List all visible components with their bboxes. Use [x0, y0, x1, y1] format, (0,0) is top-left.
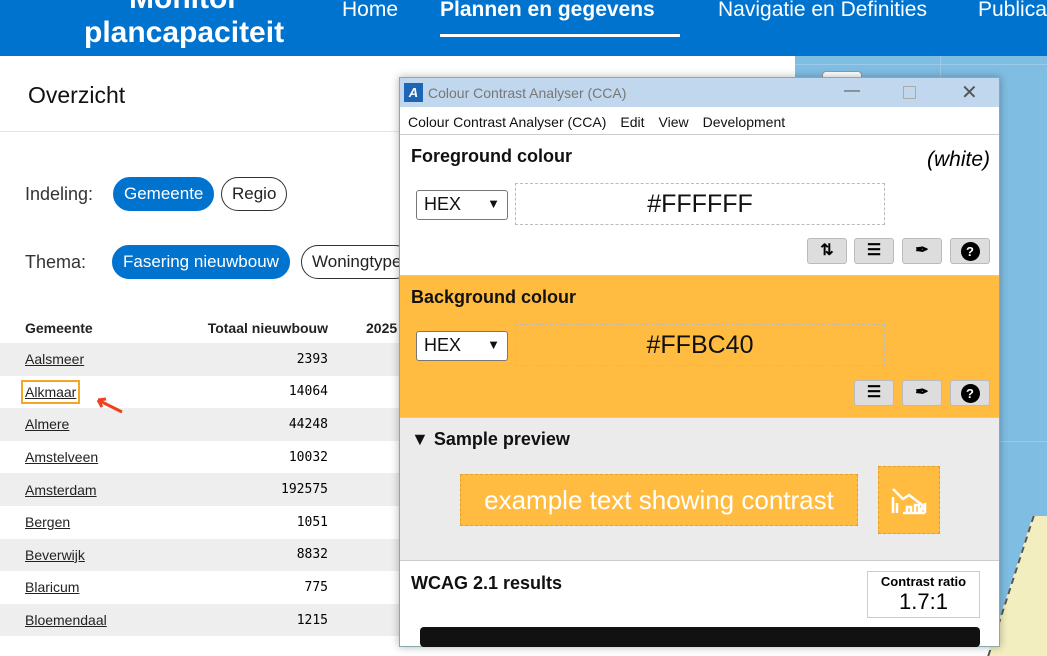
col-2025[interactable]: 2025 [366, 319, 398, 336]
gemeente-cell: Amstelveen [0, 441, 160, 474]
gemeente-cell: Alkmaar [0, 376, 160, 409]
menu-edit[interactable]: Edit [620, 114, 645, 130]
totaal-cell: 2393 [160, 343, 328, 376]
title-bar[interactable]: A Colour Contrast Analyser (CCA) — ✕ [400, 78, 999, 107]
totaal-cell: 10032 [288, 449, 328, 465]
totaal-cell: 44248 [160, 408, 328, 441]
pointer-arrow-icon [96, 397, 123, 414]
menu-bar: Colour Contrast Analyser (CCA) Edit View De… [400, 107, 999, 135]
site-header: Monitorplancapaciteit Home Plannen en ge… [0, 0, 1047, 56]
col-totaal[interactable]: Totaal nieuwbouw [207, 319, 328, 336]
foreground-label: Foreground colour [411, 146, 572, 166]
totaal-cell: 14064 [288, 384, 328, 400]
close-button[interactable]: ✕ [961, 82, 978, 104]
thema-fasering[interactable]: Fasering nieuwbouw [112, 245, 290, 279]
page-title: Overzicht [28, 82, 126, 108]
contrast-ratio-label: Contrast ratio [880, 574, 967, 589]
nav-plannen[interactable]: Plannen en gegevens [440, 0, 655, 21]
indeling-regio[interactable]: Regio [221, 177, 288, 211]
sliders-icon[interactable]: ☰ [854, 238, 894, 264]
gemeente-cell: Amsterdam [0, 473, 160, 506]
nav-navigatie[interactable]: Navigatie en Definities [718, 0, 927, 21]
gemeente-link[interactable]: Bergen [25, 514, 71, 531]
indeling-label: Indeling: [25, 184, 94, 204]
table-row: Blaricum 775 [0, 571, 420, 604]
eyedropper-icon[interactable]: ✒ [902, 380, 942, 406]
gemeente-link[interactable]: Amstelveen [25, 449, 99, 466]
gemeente-table: Gemeente Totaal nieuwbouw 2025 Aalsmeer 2… [0, 312, 420, 637]
wcag-section: WCAG 2.1 results Contrast ratio 1.7:1 [400, 561, 999, 651]
fg-format-select[interactable]: HEX ▼ [416, 190, 508, 220]
results-bar [420, 627, 980, 647]
help-icon[interactable]: ? [950, 238, 990, 264]
minimize-button[interactable]: — [844, 82, 860, 99]
logo-line1: Monitor [84, 0, 284, 16]
thema-label: Thema: [25, 252, 87, 272]
site-logo[interactable]: Monitorplancapaciteit [84, 0, 284, 50]
fg-hex-input[interactable]: #FFFFFF [515, 183, 885, 225]
help-icon[interactable]: ? [950, 380, 990, 406]
cca-app-icon: A [404, 83, 423, 102]
table-row: Bergen 1051 [0, 506, 420, 539]
gemeente-link[interactable]: Bloemendaal [25, 612, 107, 629]
gemeente-link[interactable]: Blaricum [25, 579, 80, 596]
maximize-button[interactable] [903, 86, 916, 99]
divider [0, 131, 795, 132]
gemeente-cell: Bloemendaal [0, 603, 160, 637]
table-row: Amstelveen 10032 [0, 441, 420, 474]
col-gemeente[interactable]: Gemeente [25, 319, 93, 336]
background-section: Background colour HEX ▼ #FFBC40 ☰ ✒ ? [400, 276, 999, 418]
foreground-section: Foreground colour (white) HEX ▼ #FFFFFF ⇅… [400, 135, 999, 276]
totaal-cell: 8832 [160, 538, 328, 572]
gemeente-cell: Bergen [0, 506, 160, 539]
table-row: Bloemendaal 1215 [0, 603, 420, 637]
contrast-ratio-box: Contrast ratio 1.7:1 [867, 571, 980, 618]
table-row: Alkmaar 14064 [0, 376, 420, 409]
gemeente-link[interactable]: Aalsmeer [25, 351, 85, 368]
table-row: Aalsmeer 2393 [0, 343, 420, 376]
gemeente-cell: Aalsmeer [0, 343, 160, 376]
sample-text: example text showing contrast [460, 474, 858, 526]
table-row: Beverwijk 8832 [0, 538, 420, 572]
sample-preview-section: ▼ Sample preview example text showing co… [400, 418, 999, 561]
window-title: Colour Contrast Analyser (CCA) [428, 85, 627, 101]
sample-preview-toggle[interactable]: ▼ Sample preview [411, 429, 570, 449]
table-row: Almere 44248 [0, 408, 420, 441]
contrast-ratio-value: 1.7:1 [899, 589, 948, 614]
gemeente-cell: Beverwijk [0, 538, 160, 572]
gemeente-link[interactable]: Alkmaar [20, 379, 81, 404]
gemeente-link[interactable]: Almere [25, 416, 70, 433]
nav-publicaties[interactable]: Publica [978, 0, 1047, 21]
cca-window: A Colour Contrast Analyser (CCA) — ✕ Col… [399, 77, 1000, 647]
indeling-gemeente[interactable]: Gemeente [113, 177, 215, 211]
eyedropper-icon[interactable]: ✒ [902, 238, 942, 264]
totaal-cell: 192575 [160, 473, 328, 506]
bg-hex-input[interactable]: #FFBC40 [515, 324, 885, 366]
menu-cca[interactable]: Colour Contrast Analyser (CCA) [408, 114, 607, 130]
swap-colours-icon[interactable]: ⇅ [807, 238, 847, 264]
logo-line2: plancapaciteit [84, 16, 285, 49]
menu-view[interactable]: View [658, 114, 689, 130]
wcag-label: WCAG 2.1 results [411, 573, 563, 593]
menu-development[interactable]: Development [702, 114, 786, 130]
table-row: Amsterdam 192575 [0, 473, 420, 506]
background-label: Background colour [411, 287, 577, 307]
gemeente-link[interactable]: Beverwijk [25, 546, 85, 563]
totaal-cell: 775 [304, 579, 328, 595]
gemeente-cell: Blaricum [0, 571, 160, 604]
sliders-icon[interactable]: ☰ [854, 380, 894, 406]
bg-format-select[interactable]: HEX ▼ [416, 331, 508, 361]
gemeente-link[interactable]: Amsterdam [25, 481, 97, 498]
gemeente-cell: Almere [0, 408, 160, 441]
chart-icon [878, 466, 940, 534]
active-nav-underline [440, 34, 680, 37]
foreground-name: (white) [926, 148, 990, 171]
totaal-cell: 1215 [160, 603, 328, 637]
thema-woningtype[interactable]: Woningtype [301, 245, 413, 279]
totaal-cell: 1051 [296, 514, 328, 530]
nav-home[interactable]: Home [342, 0, 399, 21]
